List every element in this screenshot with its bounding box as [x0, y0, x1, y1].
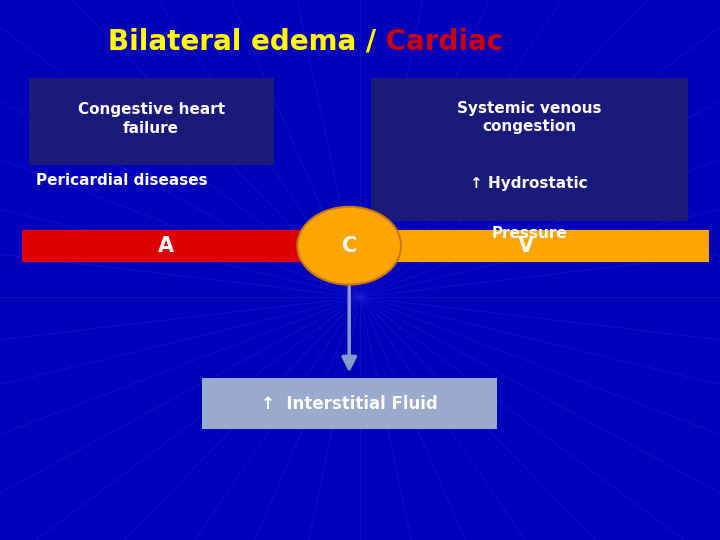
Text: ↑  Interstitial Fluid: ↑ Interstitial Fluid — [261, 395, 438, 413]
FancyBboxPatch shape — [371, 78, 688, 157]
Text: Systemic venous
congestion: Systemic venous congestion — [457, 100, 601, 134]
Bar — [22, 230, 349, 262]
Text: C: C — [341, 235, 357, 256]
FancyBboxPatch shape — [29, 78, 274, 165]
FancyBboxPatch shape — [371, 157, 688, 221]
Text: Pressure: Pressure — [491, 226, 567, 241]
Circle shape — [297, 207, 401, 285]
Text: Bilateral edema /: Bilateral edema / — [108, 27, 386, 55]
Text: Pericardial diseases: Pericardial diseases — [36, 173, 207, 188]
Text: V: V — [518, 235, 534, 256]
FancyBboxPatch shape — [202, 378, 497, 429]
Text: ↑ Hydrostatic: ↑ Hydrostatic — [470, 176, 588, 191]
Text: A: A — [158, 235, 174, 256]
Bar — [349, 230, 709, 262]
Text: Bilateral edema / Cardiac: Bilateral edema / Cardiac — [108, 27, 503, 55]
Text: Congestive heart
failure: Congestive heart failure — [78, 102, 225, 136]
